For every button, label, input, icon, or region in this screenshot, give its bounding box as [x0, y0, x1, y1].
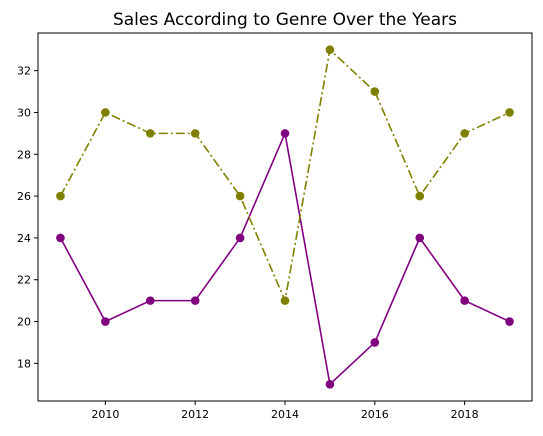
series-1-point [101, 317, 110, 326]
y-tick-label: 20 [17, 316, 31, 329]
y-tick-label: 26 [17, 190, 31, 203]
plot-frame [37, 32, 533, 402]
x-tick-label: 2010 [91, 408, 119, 421]
y-tick-label: 24 [17, 232, 31, 245]
series-1-point [235, 233, 245, 243]
series-1-point [415, 233, 425, 243]
series-line-1 [59, 130, 510, 386]
x-axis: 2010 2012 2014 2016 2018 [91, 401, 479, 421]
series-1-point [56, 233, 65, 243]
series-2-point [415, 191, 425, 201]
series-2-point [370, 87, 380, 96]
series-1-point [280, 129, 290, 138]
y-tick-label: 22 [17, 274, 31, 287]
series-2-point [56, 191, 65, 201]
series-1-point [190, 296, 200, 305]
y-axis: 18 20 22 24 26 28 30 32 [17, 65, 38, 370]
x-tick-label: 2012 [181, 408, 209, 421]
series-1-point [370, 338, 380, 347]
y-tick-label: 30 [17, 106, 31, 119]
y-tick-label: 28 [17, 148, 31, 161]
series-1-point [460, 296, 469, 305]
series-2-point [460, 129, 469, 138]
x-tick-label: 2018 [451, 408, 479, 421]
series-2-point [190, 129, 200, 138]
series-layer [56, 45, 514, 389]
y-tick-label: 32 [17, 65, 31, 78]
series-2-point [235, 191, 245, 201]
y-tick-label: 18 [17, 357, 31, 370]
series-1-point [145, 296, 155, 305]
series-2-point [145, 129, 155, 138]
series-2-point [505, 108, 514, 117]
series-line-2 [59, 48, 510, 304]
series-2-point [325, 45, 335, 55]
series-1-point [505, 317, 514, 326]
series-2-point [280, 296, 290, 305]
x-tick-label: 2014 [271, 408, 299, 421]
series-1-point [325, 379, 335, 389]
series-2-point [101, 108, 110, 117]
chart-title: Sales According to Genre Over the Years [113, 10, 457, 30]
x-tick-label: 2016 [361, 408, 389, 421]
